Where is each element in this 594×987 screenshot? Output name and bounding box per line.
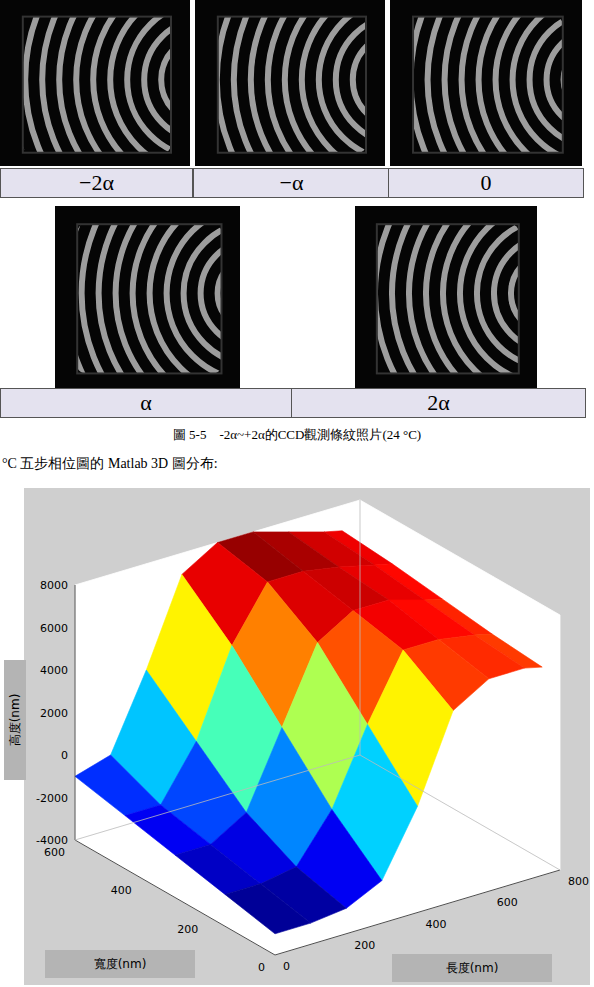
svg-text:長度(nm): 長度(nm) [446,961,499,975]
html-text:0: 0 [480,170,492,195]
svg-text:400: 400 [111,884,132,897]
svg-text:-2000: -2000 [36,792,68,805]
svg-text:800: 800 [568,875,589,888]
svg-text:2000: 2000 [40,707,68,720]
svg-text:0: 0 [258,961,265,974]
html-text:−2α: −2α [79,170,114,195]
svg-text:4000: 4000 [40,664,68,677]
svg-text:0: 0 [283,960,290,973]
html-text:2α: 2α [427,390,450,415]
svg-text:600: 600 [497,896,518,909]
html-text:°C 五步相位圖的 Matlab 3D 圖分布:: °C 五步相位圖的 Matlab 3D 圖分布: [2,456,218,471]
svg-text:高度(nm): 高度(nm) [8,694,22,747]
svg-text:寬度(nm): 寬度(nm) [94,957,147,971]
svg-text:600: 600 [44,846,65,859]
svg-text:0: 0 [61,749,68,762]
html-text:圖 5-5 -2α~+2α的CCD觀測條紋照片(24 °C): 圖 5-5 -2α~+2α的CCD觀測條紋照片(24 °C) [172,427,422,442]
html-text:−α: −α [279,170,304,195]
svg-text:6000: 6000 [40,622,68,635]
svg-text:-4000: -4000 [36,834,68,847]
svg-text:8000: 8000 [40,579,68,592]
html-text:α: α [140,390,152,415]
svg-text:200: 200 [354,939,375,952]
svg-text:400: 400 [426,918,447,931]
svg-text:200: 200 [177,923,198,936]
